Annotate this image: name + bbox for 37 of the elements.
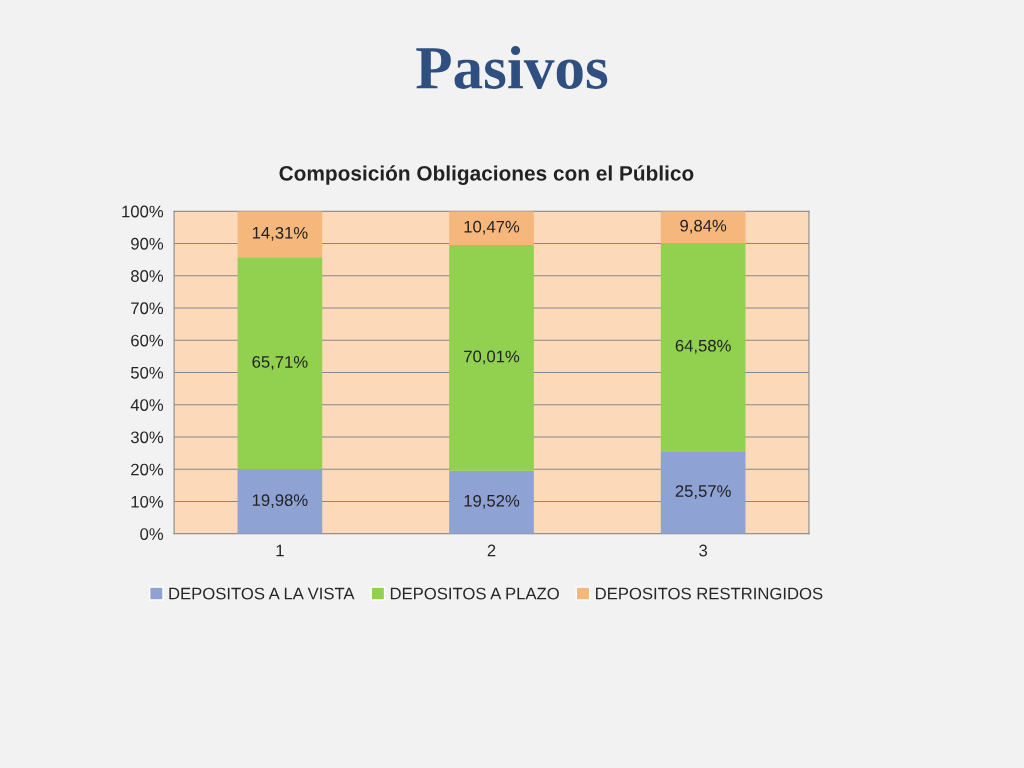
y-tick-label: 40% xyxy=(130,399,164,411)
y-tick-label: 90% xyxy=(131,237,164,250)
bar xyxy=(449,211,534,245)
data-label: 19,52% xyxy=(464,494,520,509)
chart-title: Pasivos xyxy=(416,45,608,89)
bar xyxy=(449,244,534,471)
data-label: 70,01% xyxy=(464,350,520,365)
bar xyxy=(237,469,323,534)
data-label: 65,71% xyxy=(252,356,308,370)
bar xyxy=(449,470,534,534)
data-label: 9,84% xyxy=(680,219,727,234)
x-tick-label: 3 xyxy=(699,544,708,557)
y-tick-label: 80% xyxy=(131,270,164,282)
bar xyxy=(660,451,746,534)
data-label: 19,98% xyxy=(252,494,308,508)
x-tick-label: 2 xyxy=(487,544,496,557)
y-tick-label: 60% xyxy=(131,334,164,347)
data-label: 64,58% xyxy=(675,339,731,354)
legend-label: DEPOSITOS A PLAZO xyxy=(390,587,559,600)
y-tick-label: 50% xyxy=(130,366,164,379)
bar xyxy=(237,211,323,258)
y-tick-label: 0% xyxy=(140,528,164,540)
legend-label: DEPOSITOS RESTRINGIDOS xyxy=(596,587,823,600)
data-label: 14,31% xyxy=(252,226,308,241)
y-tick-label: 20% xyxy=(131,463,164,476)
y-tick-label: 70% xyxy=(131,302,164,315)
data-label: 25,57% xyxy=(675,485,731,499)
bar xyxy=(237,257,323,470)
data-label: 10,47% xyxy=(464,220,520,235)
y-tick-label: 100% xyxy=(122,205,164,218)
legend-label: DEPOSITOS A LA VISTA xyxy=(169,587,355,600)
bar xyxy=(660,211,746,243)
x-tick-label: 1 xyxy=(276,544,284,557)
y-tick-label: 30% xyxy=(130,431,164,444)
chart-subtitle: Composición Obligaciones con el Público xyxy=(279,165,694,185)
bar xyxy=(660,242,746,452)
y-tick-label: 10% xyxy=(131,495,164,508)
